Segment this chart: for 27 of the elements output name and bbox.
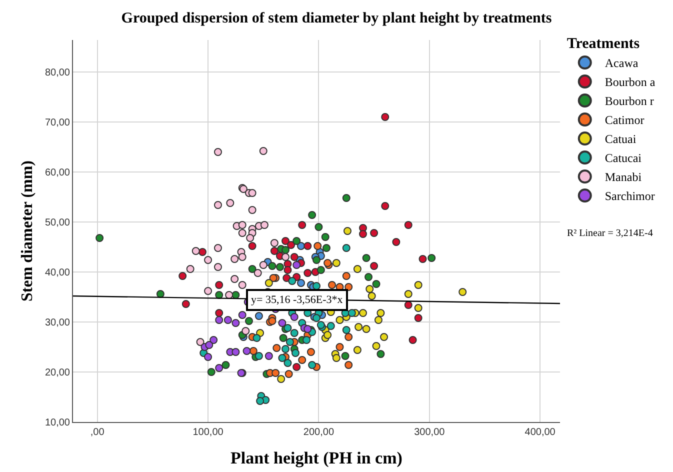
y-tick-label: 50,00 bbox=[44, 218, 70, 228]
legend-label: Sarchimor bbox=[604, 189, 655, 204]
x-tick-label: 200,00 bbox=[303, 427, 334, 438]
y-tick-label: 10,00 bbox=[44, 418, 70, 428]
y-axis-title: Stem diameter (mm) bbox=[18, 160, 36, 302]
legend-label: Acawa bbox=[604, 56, 639, 70]
x-tick-label: 300,00 bbox=[414, 427, 446, 438]
y-tick-label: 70,00 bbox=[44, 118, 70, 128]
x-tick-label: 400,00 bbox=[524, 427, 556, 438]
legend-label: Catucai bbox=[604, 151, 642, 166]
legend-label: Catuai bbox=[604, 132, 637, 146]
legend-title: Treatments bbox=[566, 36, 640, 52]
legend-label: Manabi bbox=[604, 170, 642, 184]
legend-label: Bourbon a bbox=[604, 75, 656, 90]
y-tick-label: 60,00 bbox=[44, 168, 70, 178]
text: R² Linear = 3,214E-4 bbox=[567, 228, 653, 239]
legend-label: Bourbon r bbox=[604, 94, 654, 108]
y-tick-label: 30,00 bbox=[44, 318, 70, 328]
x-tick-label: ,00 bbox=[90, 427, 105, 438]
y-tick-label: 80,00 bbox=[44, 68, 70, 78]
chart-title: Grouped dispersion of stem diameter by plant height by treatments bbox=[121, 10, 552, 26]
x-axis-title: Plant height (PH in cm) bbox=[230, 448, 402, 468]
y-tick-label: 20,00 bbox=[44, 368, 70, 378]
y-tick-label: 40,00 bbox=[44, 268, 70, 278]
annotation: y= 35,16 -3,56E-3*x bbox=[251, 294, 344, 306]
x-tick-label: 100,00 bbox=[192, 427, 224, 438]
legend-label: Catimor bbox=[604, 113, 644, 128]
